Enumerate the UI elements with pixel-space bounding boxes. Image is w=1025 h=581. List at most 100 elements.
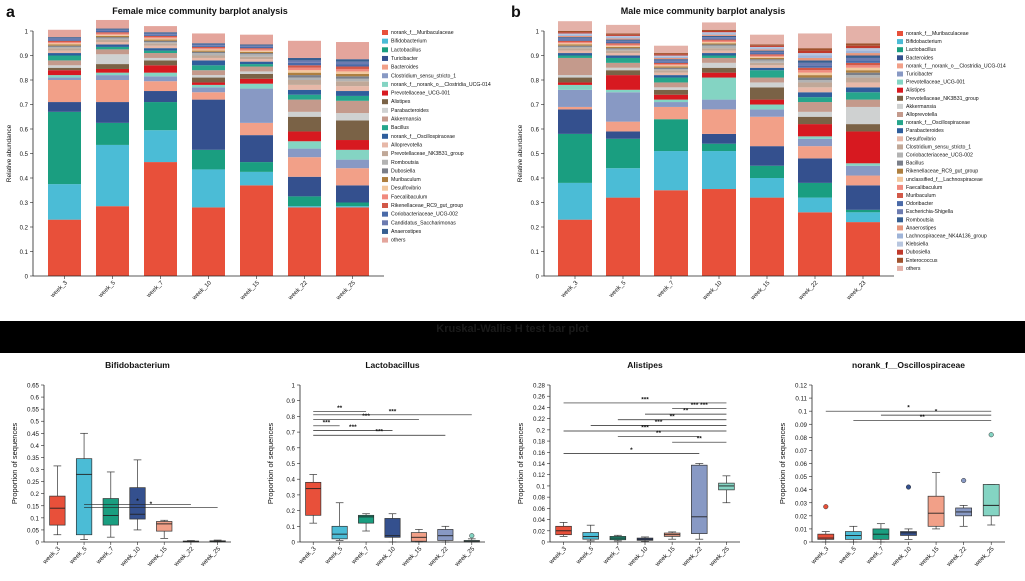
- bar-segment-week_23-13: [846, 82, 880, 88]
- bar-segment-week_5-12: [606, 55, 640, 58]
- bar-segment-week_5-17: [96, 35, 129, 38]
- bar-segment-week_5-10: [606, 62, 640, 68]
- bar-segment-week_10-19: [192, 48, 225, 50]
- bar-segment-week_10-3: [702, 133, 736, 144]
- bar-segment-week_23-21: [846, 60, 880, 63]
- legend-swatch-14: [897, 144, 903, 150]
- bar-segment-week_23-17: [846, 70, 880, 73]
- bar-segment-week_5-20: [96, 32, 129, 34]
- y-tick-label: 0.4: [30, 443, 39, 450]
- bar-segment-week_10-17: [192, 50, 225, 52]
- legend-swatch-23: [382, 228, 388, 234]
- legend-swatch-15: [382, 159, 388, 165]
- box-week_5: [582, 532, 599, 540]
- bar-segment-week_23-7: [846, 131, 880, 164]
- bar-segment-week_10-5: [702, 99, 736, 110]
- legend-entry-17: Rikenellaceae_RC9_gut_group: [906, 169, 978, 175]
- bar-segment-week_15-1: [240, 171, 273, 186]
- bar-segment-week_22-8: [288, 116, 321, 132]
- y-tick-label: 0.06: [533, 506, 546, 513]
- legend-swatch-17: [382, 177, 388, 183]
- bar-segment-week_5-22: [606, 40, 640, 43]
- legend-swatch-23: [897, 217, 903, 223]
- bar-segment-week_25-1: [336, 206, 369, 208]
- legend-swatch-1: [382, 38, 388, 44]
- bar-segment-week_15-18: [240, 50, 273, 52]
- bar-segment-week_7-21: [144, 34, 177, 36]
- bar-segment-week_22-12: [798, 92, 832, 98]
- bar-segment-week_10-5: [192, 87, 225, 93]
- bar-segment-week_15-13: [750, 65, 784, 68]
- bar-segment-week_7-6: [144, 72, 177, 77]
- bar-segment-week_3-1: [48, 184, 81, 220]
- bar-segment-week_25-0: [336, 207, 369, 276]
- y-tick-label: 1: [25, 30, 29, 36]
- legend-swatch-7: [897, 87, 903, 93]
- y-tick-label: 0.4: [531, 177, 540, 183]
- y-tick-label: 0.9: [286, 398, 295, 405]
- y-tick-label: 0.3: [20, 201, 29, 207]
- x-tick-label-week_7: week_7: [656, 280, 676, 300]
- bar-segment-week_15-10: [750, 77, 784, 83]
- bar-segment-week_3-17: [48, 44, 81, 46]
- x-tick-label-week_15: week_15: [145, 545, 169, 569]
- bar-segment-week_7-26: [654, 55, 688, 57]
- legend-swatch-20: [897, 193, 903, 198]
- legend-entry-11: norank_f__Oscillospiraceae: [906, 120, 970, 126]
- box-week_5: [75, 458, 93, 536]
- y-tick-label: 0.5: [30, 419, 39, 426]
- legend-entry-8: Alistipes: [391, 99, 411, 105]
- bar-segment-week_3-20: [48, 40, 81, 43]
- x-tick-label-week_7: week_7: [865, 545, 886, 566]
- bar-segment-week_22-5: [798, 138, 832, 147]
- bar-segment-week_22-18: [798, 72, 832, 76]
- y-axis-label: Proportion of sequences: [10, 423, 19, 505]
- bar-segment-week_3-24: [48, 29, 81, 38]
- box-week_25: [718, 482, 735, 491]
- bar-segment-week_10-20: [192, 46, 225, 49]
- significance-label: *: [935, 409, 938, 416]
- bar-segment-week_10-27: [702, 31, 736, 33]
- bar-segment-week_23-5: [846, 165, 880, 176]
- bar-segment-week_15-27: [750, 45, 784, 47]
- x-tick-label-week_5: week_5: [608, 280, 628, 300]
- legend-swatch-21: [897, 201, 903, 207]
- bar-segment-week_22-4: [288, 157, 321, 177]
- bar-segment-week_15-9: [750, 82, 784, 88]
- y-tick-label: 0.4: [20, 177, 29, 183]
- bar-segment-week_7-19: [144, 37, 177, 39]
- bar-segment-week_23-22: [846, 57, 880, 61]
- chart-title: Alistipes: [627, 360, 663, 370]
- bar-segment-week_15-13: [240, 59, 273, 62]
- bar-segment-week_15-3: [750, 146, 784, 166]
- bar-segment-week_15-21: [240, 46, 273, 49]
- panel-letter-a: a: [6, 4, 15, 21]
- bar-segment-week_3-1: [558, 182, 592, 220]
- x-tick-label-week_10: week_10: [191, 280, 213, 302]
- bar-segment-week_7-13: [144, 45, 177, 49]
- legend-swatch-2: [897, 47, 903, 53]
- bar-segment-week_23-15: [846, 75, 880, 78]
- bar-segment-week_22-3: [288, 176, 321, 197]
- bar-segment-week_22-14: [288, 80, 321, 85]
- bar-segment-week_22-3: [798, 158, 832, 183]
- bar-segment-week_10-0: [702, 189, 736, 276]
- box-week_10: [129, 487, 146, 520]
- y-tick-label: 0: [292, 540, 296, 547]
- bar-segment-week_3-16: [48, 45, 81, 47]
- bar-segment-week_22-2: [798, 182, 832, 198]
- bar-segment-week_5-10: [96, 49, 129, 55]
- bar-segment-week_7-0: [144, 162, 177, 276]
- x-tick-label-week_15: week_15: [917, 545, 941, 569]
- bar-segment-week_22-0: [288, 207, 321, 276]
- bar-segment-week_3-14: [48, 48, 81, 51]
- legend-entry-12: Parabacteroides: [906, 128, 944, 134]
- legend-swatch-16: [897, 160, 903, 166]
- legend-entry-22: Escherichia-Shigella: [906, 209, 953, 215]
- x-tick-label-week_3: week_3: [41, 545, 62, 566]
- bar-segment-week_22-22: [288, 60, 321, 63]
- legend-entry-4: norank_f__norank_o__Clostridia_UCG-014: [906, 63, 1006, 69]
- y-tick-label: 0.06: [795, 461, 808, 468]
- y-tick-label: 0.02: [795, 513, 808, 520]
- y-axis-label: Relative abundance: [517, 124, 524, 182]
